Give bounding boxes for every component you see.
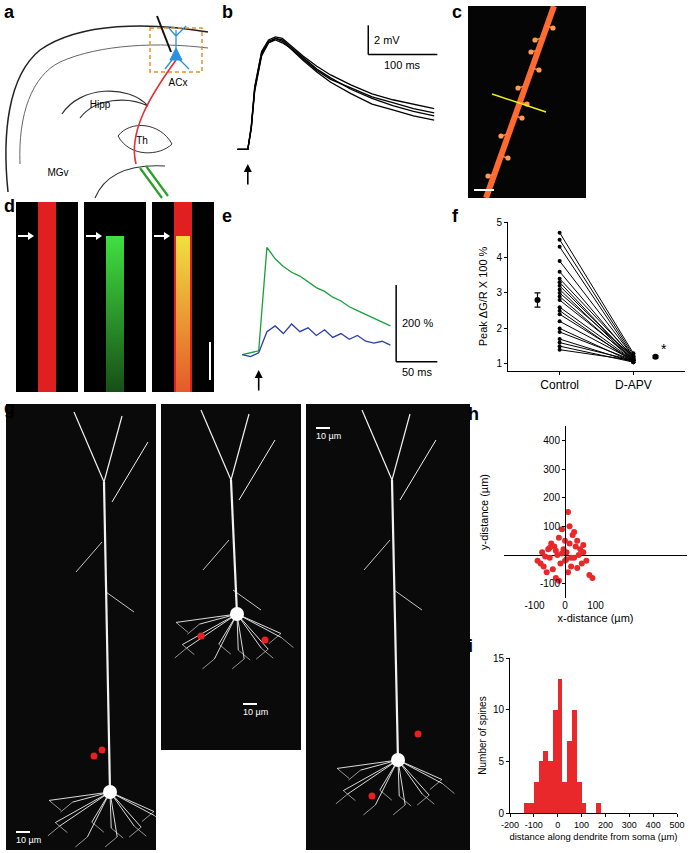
- svg-text:1: 1: [496, 358, 502, 369]
- html-text:g: g: [4, 398, 15, 418]
- html-text:h: h: [468, 404, 479, 424]
- svg-text:ACx: ACx: [169, 77, 188, 88]
- svg-text:0: 0: [498, 808, 504, 819]
- svg-text:Th: Th: [136, 135, 148, 146]
- svg-text:300: 300: [622, 820, 637, 830]
- html-text:d: d: [4, 196, 15, 216]
- svg-text:10 µm: 10 µm: [16, 835, 41, 845]
- svg-text:5: 5: [498, 756, 504, 767]
- svg-text:100: 100: [543, 521, 560, 532]
- svg-text:MGv: MGv: [47, 167, 68, 178]
- svg-text:D-APV: D-APV: [615, 378, 652, 392]
- svg-text:-100: -100: [525, 820, 543, 830]
- svg-text:100: 100: [574, 820, 589, 830]
- svg-text:200: 200: [543, 492, 560, 503]
- svg-text:distance along dendrite from s: distance along dendrite from soma (µm): [509, 831, 677, 842]
- svg-text:200 %: 200 %: [402, 317, 433, 329]
- svg-text:50 ms: 50 ms: [402, 366, 432, 378]
- svg-text:200: 200: [598, 820, 613, 830]
- svg-text:10 µm: 10 µm: [316, 431, 341, 441]
- html-text:f: f: [452, 206, 458, 226]
- svg-text:Control: Control: [540, 378, 579, 392]
- svg-text:0: 0: [562, 600, 568, 611]
- svg-text:Peak ΔG/R X 100 %: Peak ΔG/R X 100 %: [477, 246, 489, 346]
- svg-text:10 µm: 10 µm: [243, 707, 268, 717]
- svg-text:10: 10: [493, 704, 505, 715]
- svg-text:5: 5: [496, 217, 502, 228]
- html-text:b: b: [222, 2, 233, 22]
- svg-text:500: 500: [669, 820, 684, 830]
- svg-text:2 mV: 2 mV: [374, 34, 400, 46]
- html-text:a: a: [4, 2, 14, 22]
- svg-text:300: 300: [543, 464, 560, 475]
- svg-text:400: 400: [543, 435, 560, 446]
- svg-text:15: 15: [493, 653, 505, 664]
- svg-text:400: 400: [646, 820, 661, 830]
- svg-text:*: *: [661, 341, 667, 357]
- svg-text:100: 100: [587, 600, 604, 611]
- svg-text:100 ms: 100 ms: [384, 59, 421, 71]
- html-text:c: c: [452, 2, 462, 22]
- svg-text:-200: -200: [501, 820, 519, 830]
- svg-text:0: 0: [555, 820, 560, 830]
- svg-text:2: 2: [496, 323, 502, 334]
- svg-text:4: 4: [496, 252, 502, 263]
- html-text:i: i: [468, 636, 473, 656]
- html-text:e: e: [222, 206, 232, 226]
- svg-text:x-distance (µm): x-distance (µm): [557, 612, 633, 624]
- svg-text:-100: -100: [524, 600, 544, 611]
- svg-text:3: 3: [496, 287, 502, 298]
- svg-text:y-distance (µm): y-distance (µm): [478, 474, 490, 550]
- svg-text:Hipp: Hipp: [90, 99, 111, 110]
- svg-text:-100: -100: [540, 578, 560, 589]
- svg-text:Number of spines: Number of spines: [477, 696, 488, 774]
